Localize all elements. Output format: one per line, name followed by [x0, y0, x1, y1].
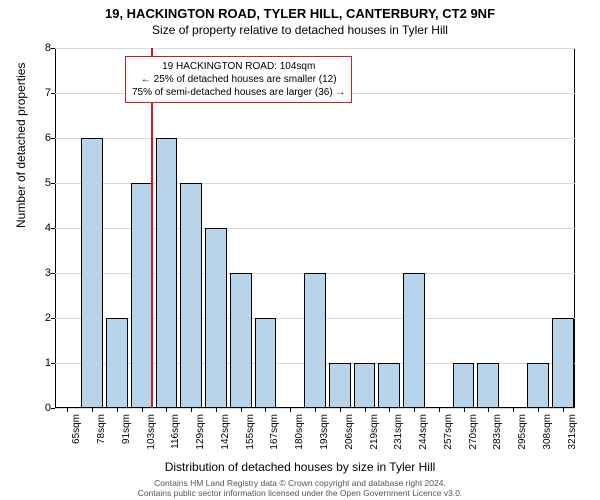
x-tick-label: 270sqm	[468, 414, 470, 450]
info-box: 19 HACKINGTON ROAD: 104sqm← 25% of detac…	[125, 56, 352, 103]
x-tick-mark	[265, 408, 266, 412]
histogram-bar	[403, 273, 425, 408]
footer-line-2: Contains public sector information licen…	[0, 488, 600, 498]
x-tick-mark	[563, 408, 564, 412]
x-tick-label: 193sqm	[319, 414, 321, 450]
x-tick-mark	[315, 408, 316, 412]
y-tick-mark	[51, 318, 55, 319]
histogram-bar	[477, 363, 499, 408]
chart-container: 19, HACKINGTON ROAD, TYLER HILL, CANTERB…	[0, 0, 600, 500]
x-tick-mark	[340, 408, 341, 412]
x-tick-mark	[241, 408, 242, 412]
gridline-h	[55, 48, 575, 49]
x-tick-mark	[290, 408, 291, 412]
x-tick-mark	[67, 408, 68, 412]
chart-footer: Contains HM Land Registry data © Crown c…	[0, 478, 600, 498]
x-tick-label: 129sqm	[195, 414, 197, 450]
y-tick-label: 7	[33, 87, 51, 99]
histogram-bar	[304, 273, 326, 408]
footer-line-1: Contains HM Land Registry data © Crown c…	[0, 478, 600, 488]
x-tick-mark	[464, 408, 465, 412]
x-tick-label: 219sqm	[369, 414, 371, 450]
y-tick-label: 3	[33, 267, 51, 279]
info-box-line: 19 HACKINGTON ROAD: 104sqm	[132, 60, 345, 73]
y-tick-label: 2	[33, 312, 51, 324]
plot-area: 01234567865sqm78sqm91sqm103sqm116sqm129s…	[55, 48, 575, 408]
histogram-bar	[106, 318, 128, 408]
info-box-line: 75% of semi-detached houses are larger (…	[132, 86, 345, 99]
x-tick-label: 142sqm	[220, 414, 222, 450]
x-tick-label: 257sqm	[443, 414, 445, 450]
x-tick-mark	[538, 408, 539, 412]
y-tick-label: 4	[33, 222, 51, 234]
y-axis-label: Number of detached properties	[14, 63, 28, 228]
chart-title-address: 19, HACKINGTON ROAD, TYLER HILL, CANTERB…	[0, 0, 600, 21]
chart-subtitle: Size of property relative to detached ho…	[0, 21, 600, 37]
x-tick-mark	[488, 408, 489, 412]
x-tick-label: 155sqm	[245, 414, 247, 450]
y-tick-mark	[51, 408, 55, 409]
x-tick-label: 91sqm	[121, 414, 123, 444]
x-tick-mark	[365, 408, 366, 412]
x-tick-label: 231sqm	[393, 414, 395, 450]
y-tick-mark	[51, 363, 55, 364]
histogram-bar	[131, 183, 153, 408]
x-tick-mark	[166, 408, 167, 412]
x-tick-label: 167sqm	[269, 414, 271, 450]
x-tick-mark	[117, 408, 118, 412]
x-tick-mark	[191, 408, 192, 412]
x-tick-mark	[92, 408, 93, 412]
y-tick-mark	[51, 183, 55, 184]
y-tick-mark	[51, 48, 55, 49]
histogram-bar	[527, 363, 549, 408]
x-tick-label: 283sqm	[492, 414, 494, 450]
x-tick-mark	[513, 408, 514, 412]
histogram-bar	[205, 228, 227, 408]
y-tick-mark	[51, 273, 55, 274]
x-tick-label: 206sqm	[344, 414, 346, 450]
x-tick-label: 321sqm	[567, 414, 569, 450]
y-tick-mark	[51, 93, 55, 94]
x-tick-mark	[389, 408, 390, 412]
histogram-bar	[354, 363, 376, 408]
histogram-bar	[255, 318, 277, 408]
x-tick-mark	[439, 408, 440, 412]
x-tick-label: 295sqm	[517, 414, 519, 450]
y-tick-mark	[51, 228, 55, 229]
x-tick-label: 116sqm	[170, 414, 172, 449]
histogram-bar	[552, 318, 574, 408]
x-tick-label: 78sqm	[96, 414, 98, 444]
x-tick-label: 308sqm	[542, 414, 544, 450]
x-tick-label: 65sqm	[71, 414, 73, 444]
gridline-h	[55, 138, 575, 139]
x-tick-label: 180sqm	[294, 414, 296, 450]
histogram-bar	[378, 363, 400, 408]
y-tick-label: 6	[33, 132, 51, 144]
histogram-bar	[81, 138, 103, 408]
y-tick-label: 5	[33, 177, 51, 189]
x-tick-label: 244sqm	[418, 414, 420, 450]
x-tick-label: 103sqm	[146, 414, 148, 450]
info-box-line: ← 25% of detached houses are smaller (12…	[132, 73, 345, 86]
histogram-bar	[156, 138, 178, 408]
histogram-bar	[453, 363, 475, 408]
x-tick-mark	[216, 408, 217, 412]
x-tick-mark	[414, 408, 415, 412]
y-tick-mark	[51, 138, 55, 139]
x-tick-mark	[142, 408, 143, 412]
x-axis-label: Distribution of detached houses by size …	[0, 460, 600, 474]
y-tick-label: 8	[33, 42, 51, 54]
y-tick-label: 1	[33, 357, 51, 369]
y-tick-label: 0	[33, 402, 51, 414]
histogram-bar	[230, 273, 252, 408]
histogram-bar	[180, 183, 202, 408]
histogram-bar	[329, 363, 351, 408]
